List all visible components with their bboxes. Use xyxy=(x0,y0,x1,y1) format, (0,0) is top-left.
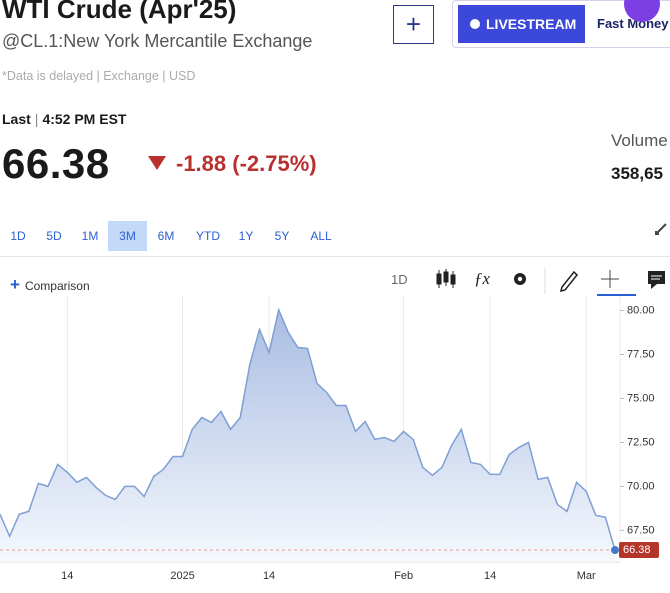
pencil-icon[interactable] xyxy=(559,270,579,293)
quote-title: WTI Crude (Apr'25) xyxy=(2,0,237,24)
interval[interactable]: 1D xyxy=(391,272,408,287)
volume-label: Volume xyxy=(611,131,668,150)
candle-icon[interactable] xyxy=(436,269,456,288)
live-dot xyxy=(470,19,480,29)
y-tick-label: 70.00 xyxy=(627,480,655,492)
range-button[interactable]: ALL xyxy=(310,229,332,243)
area-fill xyxy=(0,309,615,562)
y-tick-label: 72.50 xyxy=(627,436,655,448)
last-line: Last | 4:52 PM EST xyxy=(2,111,127,127)
range-button[interactable]: 5D xyxy=(46,229,62,243)
y-tick-label: 80.00 xyxy=(627,304,655,316)
range-button[interactable]: 1Y xyxy=(238,229,254,243)
y-tick-label: 75.00 xyxy=(627,392,655,404)
chart: 14 2025 14 Feb 14 Mar 67.50 70.00 72.50 75.00 77.5… xyxy=(0,296,659,582)
crosshair-icon[interactable] xyxy=(597,270,636,296)
last-price-box xyxy=(619,542,659,559)
x-tick-label: 2025 xyxy=(170,570,194,582)
comment-icon[interactable] xyxy=(648,271,665,289)
y-tick-label: 67.50 xyxy=(627,524,655,536)
add-button[interactable]: + xyxy=(393,5,434,44)
range-button[interactable]: 1M xyxy=(81,229,99,243)
down-arrow xyxy=(148,156,166,170)
x-tick-label: 14 xyxy=(61,570,73,582)
notice: *Data is delayed | Exchange | USD xyxy=(2,69,196,83)
exchange: @CL.1:New York Mercantile Exchange xyxy=(2,31,313,51)
livestream-button[interactable]: LIVESTREAM xyxy=(458,5,585,43)
change: -1.88 (-2.75%) xyxy=(176,151,317,176)
volume: 358,65 xyxy=(611,164,663,183)
fx-icon[interactable]: ƒx xyxy=(474,269,491,288)
last-price-label: 66.38 xyxy=(623,544,651,556)
last-time: 4:52 PM EST xyxy=(42,111,127,127)
range-button[interactable]: 3M xyxy=(108,221,147,251)
x-tick-label: 14 xyxy=(484,570,496,582)
x-tick-label: Feb xyxy=(394,570,413,582)
live-box xyxy=(452,0,670,48)
price-line xyxy=(0,307,616,551)
range-button[interactable]: 5Y xyxy=(274,229,290,243)
price: 66.38 xyxy=(2,140,110,187)
toolbar-icons: ƒx xyxy=(436,268,665,296)
y-tick-label: 77.50 xyxy=(627,348,655,360)
range-button[interactable]: 6M xyxy=(157,229,175,243)
last-label: Last xyxy=(2,111,31,127)
range-button[interactable]: YTD xyxy=(196,229,220,243)
x-tick-label: 14 xyxy=(263,570,275,582)
comparison-label: Comparison xyxy=(24,279,90,293)
range-button[interactable]: 1D xyxy=(10,229,26,243)
badge xyxy=(624,0,660,22)
last-point xyxy=(611,546,619,555)
divider xyxy=(0,256,670,257)
comparison[interactable]: + Comparison xyxy=(10,275,90,294)
gear-icon[interactable] xyxy=(514,273,526,285)
x-tick-label: Mar xyxy=(577,570,596,582)
expand-icon[interactable] xyxy=(654,220,670,236)
